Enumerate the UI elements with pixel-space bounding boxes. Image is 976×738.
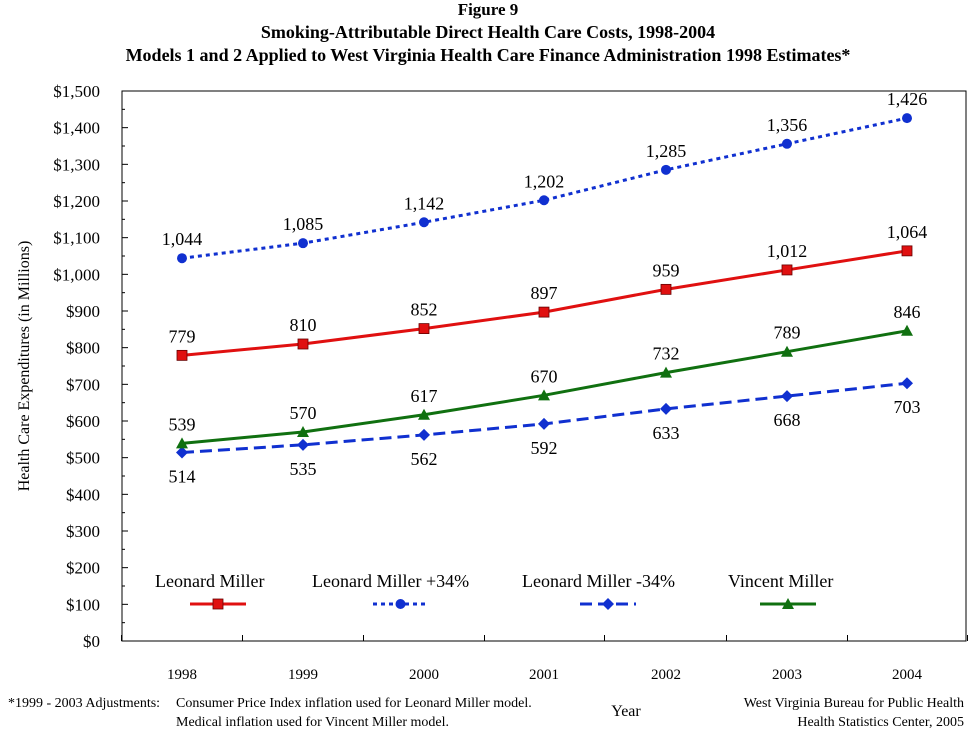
- y-tick-label: $1,100: [53, 229, 100, 248]
- data-point-leonard-miller-plusminus-34: [661, 164, 671, 175]
- data-label-leonard-miller: 779: [169, 326, 196, 346]
- data-label-leonard-miller-minus-34: 633: [653, 423, 680, 443]
- data-label-leonard-miller: 810: [290, 315, 317, 335]
- y-tick-label: $1,400: [53, 119, 100, 138]
- data-label-leonard-miller-plusminus-34: 1,285: [646, 141, 687, 161]
- legend-label-leonard-miller-minus-34: Leonard Miller -34%: [522, 571, 675, 591]
- data-point-leonard-miller-minus-34: [660, 402, 672, 415]
- y-tick-label: $600: [66, 412, 100, 431]
- y-tick-label: $0: [83, 632, 100, 651]
- data-label-vincent-miller: 617: [411, 386, 438, 406]
- data-point-vincent-miller: [297, 426, 309, 437]
- y-tick-label: $1,500: [53, 82, 100, 101]
- data-label-leonard-miller: 959: [653, 260, 680, 280]
- data-label-leonard-miller-minus-34: 535: [290, 459, 317, 479]
- footnote-line-2: Medical inflation used for Vincent Mille…: [176, 715, 449, 730]
- data-point-leonard-miller-minus-34: [297, 438, 309, 451]
- y-tick-label: $900: [66, 302, 100, 321]
- y-axis-title: Health Care Expenditures (in Millions): [16, 241, 33, 492]
- chart-subtitle: Models 1 and 2 Applied to West Virginia …: [125, 45, 851, 65]
- legend-marker-leonard-miller: [212, 598, 224, 610]
- data-point-leonard-miller: [176, 349, 188, 361]
- data-point-vincent-miller: [418, 408, 430, 420]
- y-tick-label: $1,200: [53, 192, 100, 211]
- legend-label-leonard-miller-plusminus-34: Leonard Miller +34%: [312, 571, 469, 591]
- source-line-2: Health Statistics Center, 2005: [797, 715, 964, 730]
- y-tick-label: $200: [66, 559, 100, 578]
- x-tick-label: 1998: [167, 667, 197, 683]
- y-tick-label: $700: [66, 375, 100, 394]
- data-point-leonard-miller-minus-34: [418, 428, 430, 441]
- data-label-leonard-miller-plusminus-34: 1,202: [524, 171, 565, 191]
- legend-marker-leonard-miller-plusminus-34: [395, 599, 406, 609]
- y-tick-label: $100: [66, 595, 100, 614]
- data-point-leonard-miller-plusminus-34: [902, 113, 912, 124]
- data-label-leonard-miller-minus-34: 514: [169, 467, 196, 487]
- data-point-leonard-miller-minus-34: [176, 446, 188, 459]
- legend-label-vincent-miller: Vincent Miller: [728, 571, 833, 591]
- data-point-leonard-miller-plusminus-34: [298, 238, 308, 249]
- source-line-1: West Virginia Bureau for Public Health: [743, 696, 964, 711]
- data-label-vincent-miller: 789: [774, 323, 801, 343]
- data-label-leonard-miller-plusminus-34: 1,044: [162, 229, 203, 249]
- data-label-vincent-miller: 846: [894, 302, 921, 322]
- data-label-leonard-miller: 1,064: [887, 222, 928, 242]
- data-point-leonard-miller-plusminus-34: [177, 253, 187, 264]
- data-point-leonard-miller-minus-34: [538, 417, 550, 430]
- data-point-leonard-miller-plusminus-34: [539, 195, 549, 206]
- data-label-leonard-miller-plusminus-34: 1,142: [404, 193, 445, 213]
- data-label-leonard-miller-minus-34: 562: [411, 449, 438, 469]
- y-tick-label: $300: [66, 522, 100, 541]
- footnote-prefix: *1999 - 2003 Adjustments:: [8, 696, 161, 711]
- x-tick-label: 2003: [772, 667, 802, 683]
- legend-label-leonard-miller: Leonard Miller: [155, 571, 264, 591]
- x-tick-label: 2000: [409, 667, 439, 683]
- data-label-leonard-miller: 897: [531, 283, 558, 303]
- data-label-vincent-miller: 570: [290, 403, 317, 423]
- data-point-leonard-miller: [901, 245, 913, 257]
- data-point-vincent-miller: [538, 389, 550, 401]
- figure-label: Figure 9: [457, 0, 519, 19]
- data-point-leonard-miller: [418, 323, 430, 335]
- x-tick-label: 2001: [529, 667, 559, 683]
- data-point-vincent-miller: [901, 324, 913, 336]
- data-label-leonard-miller-minus-34: 703: [894, 397, 921, 417]
- y-tick-label: $1,000: [53, 265, 100, 284]
- data-label-leonard-miller: 1,012: [767, 241, 808, 261]
- data-point-leonard-miller: [660, 283, 672, 295]
- x-tick-label: 2004: [892, 667, 923, 683]
- legend-marker-vincent-miller: [782, 598, 794, 609]
- legend-marker-leonard-miller-minus-34: [602, 598, 614, 610]
- y-tick-label: $800: [66, 339, 100, 358]
- data-point-vincent-miller: [660, 366, 672, 378]
- footnote-line-1: Consumer Price Index inflation used for …: [176, 696, 532, 711]
- data-point-leonard-miller: [538, 306, 550, 318]
- data-point-vincent-miller: [781, 345, 793, 357]
- data-label-leonard-miller-plusminus-34: 1,426: [887, 89, 928, 109]
- data-label-vincent-miller: 539: [169, 414, 196, 434]
- data-point-leonard-miller-minus-34: [781, 390, 793, 403]
- y-tick-label: $1,300: [53, 155, 100, 174]
- data-point-leonard-miller: [781, 264, 793, 276]
- data-label-leonard-miller-minus-34: 592: [531, 438, 558, 458]
- data-label-leonard-miller: 852: [411, 300, 438, 320]
- data-point-leonard-miller-plusminus-34: [782, 138, 792, 149]
- data-label-leonard-miller-plusminus-34: 1,085: [283, 214, 324, 234]
- y-tick-label: $400: [66, 485, 100, 504]
- data-label-leonard-miller-plusminus-34: 1,356: [767, 115, 808, 135]
- data-label-vincent-miller: 732: [653, 344, 680, 364]
- data-label-leonard-miller-minus-34: 668: [774, 410, 801, 430]
- y-tick-label: $500: [66, 449, 100, 468]
- chart-title: Smoking-Attributable Direct Health Care …: [260, 22, 716, 42]
- x-axis-title: Year: [611, 703, 641, 720]
- x-tick-label: 1999: [288, 667, 318, 683]
- data-point-vincent-miller: [176, 437, 188, 449]
- data-point-leonard-miller-minus-34: [901, 377, 913, 390]
- data-label-vincent-miller: 670: [531, 366, 558, 386]
- data-point-leonard-miller-plusminus-34: [419, 217, 429, 228]
- data-point-leonard-miller: [297, 338, 309, 350]
- x-tick-label: 2002: [651, 667, 681, 683]
